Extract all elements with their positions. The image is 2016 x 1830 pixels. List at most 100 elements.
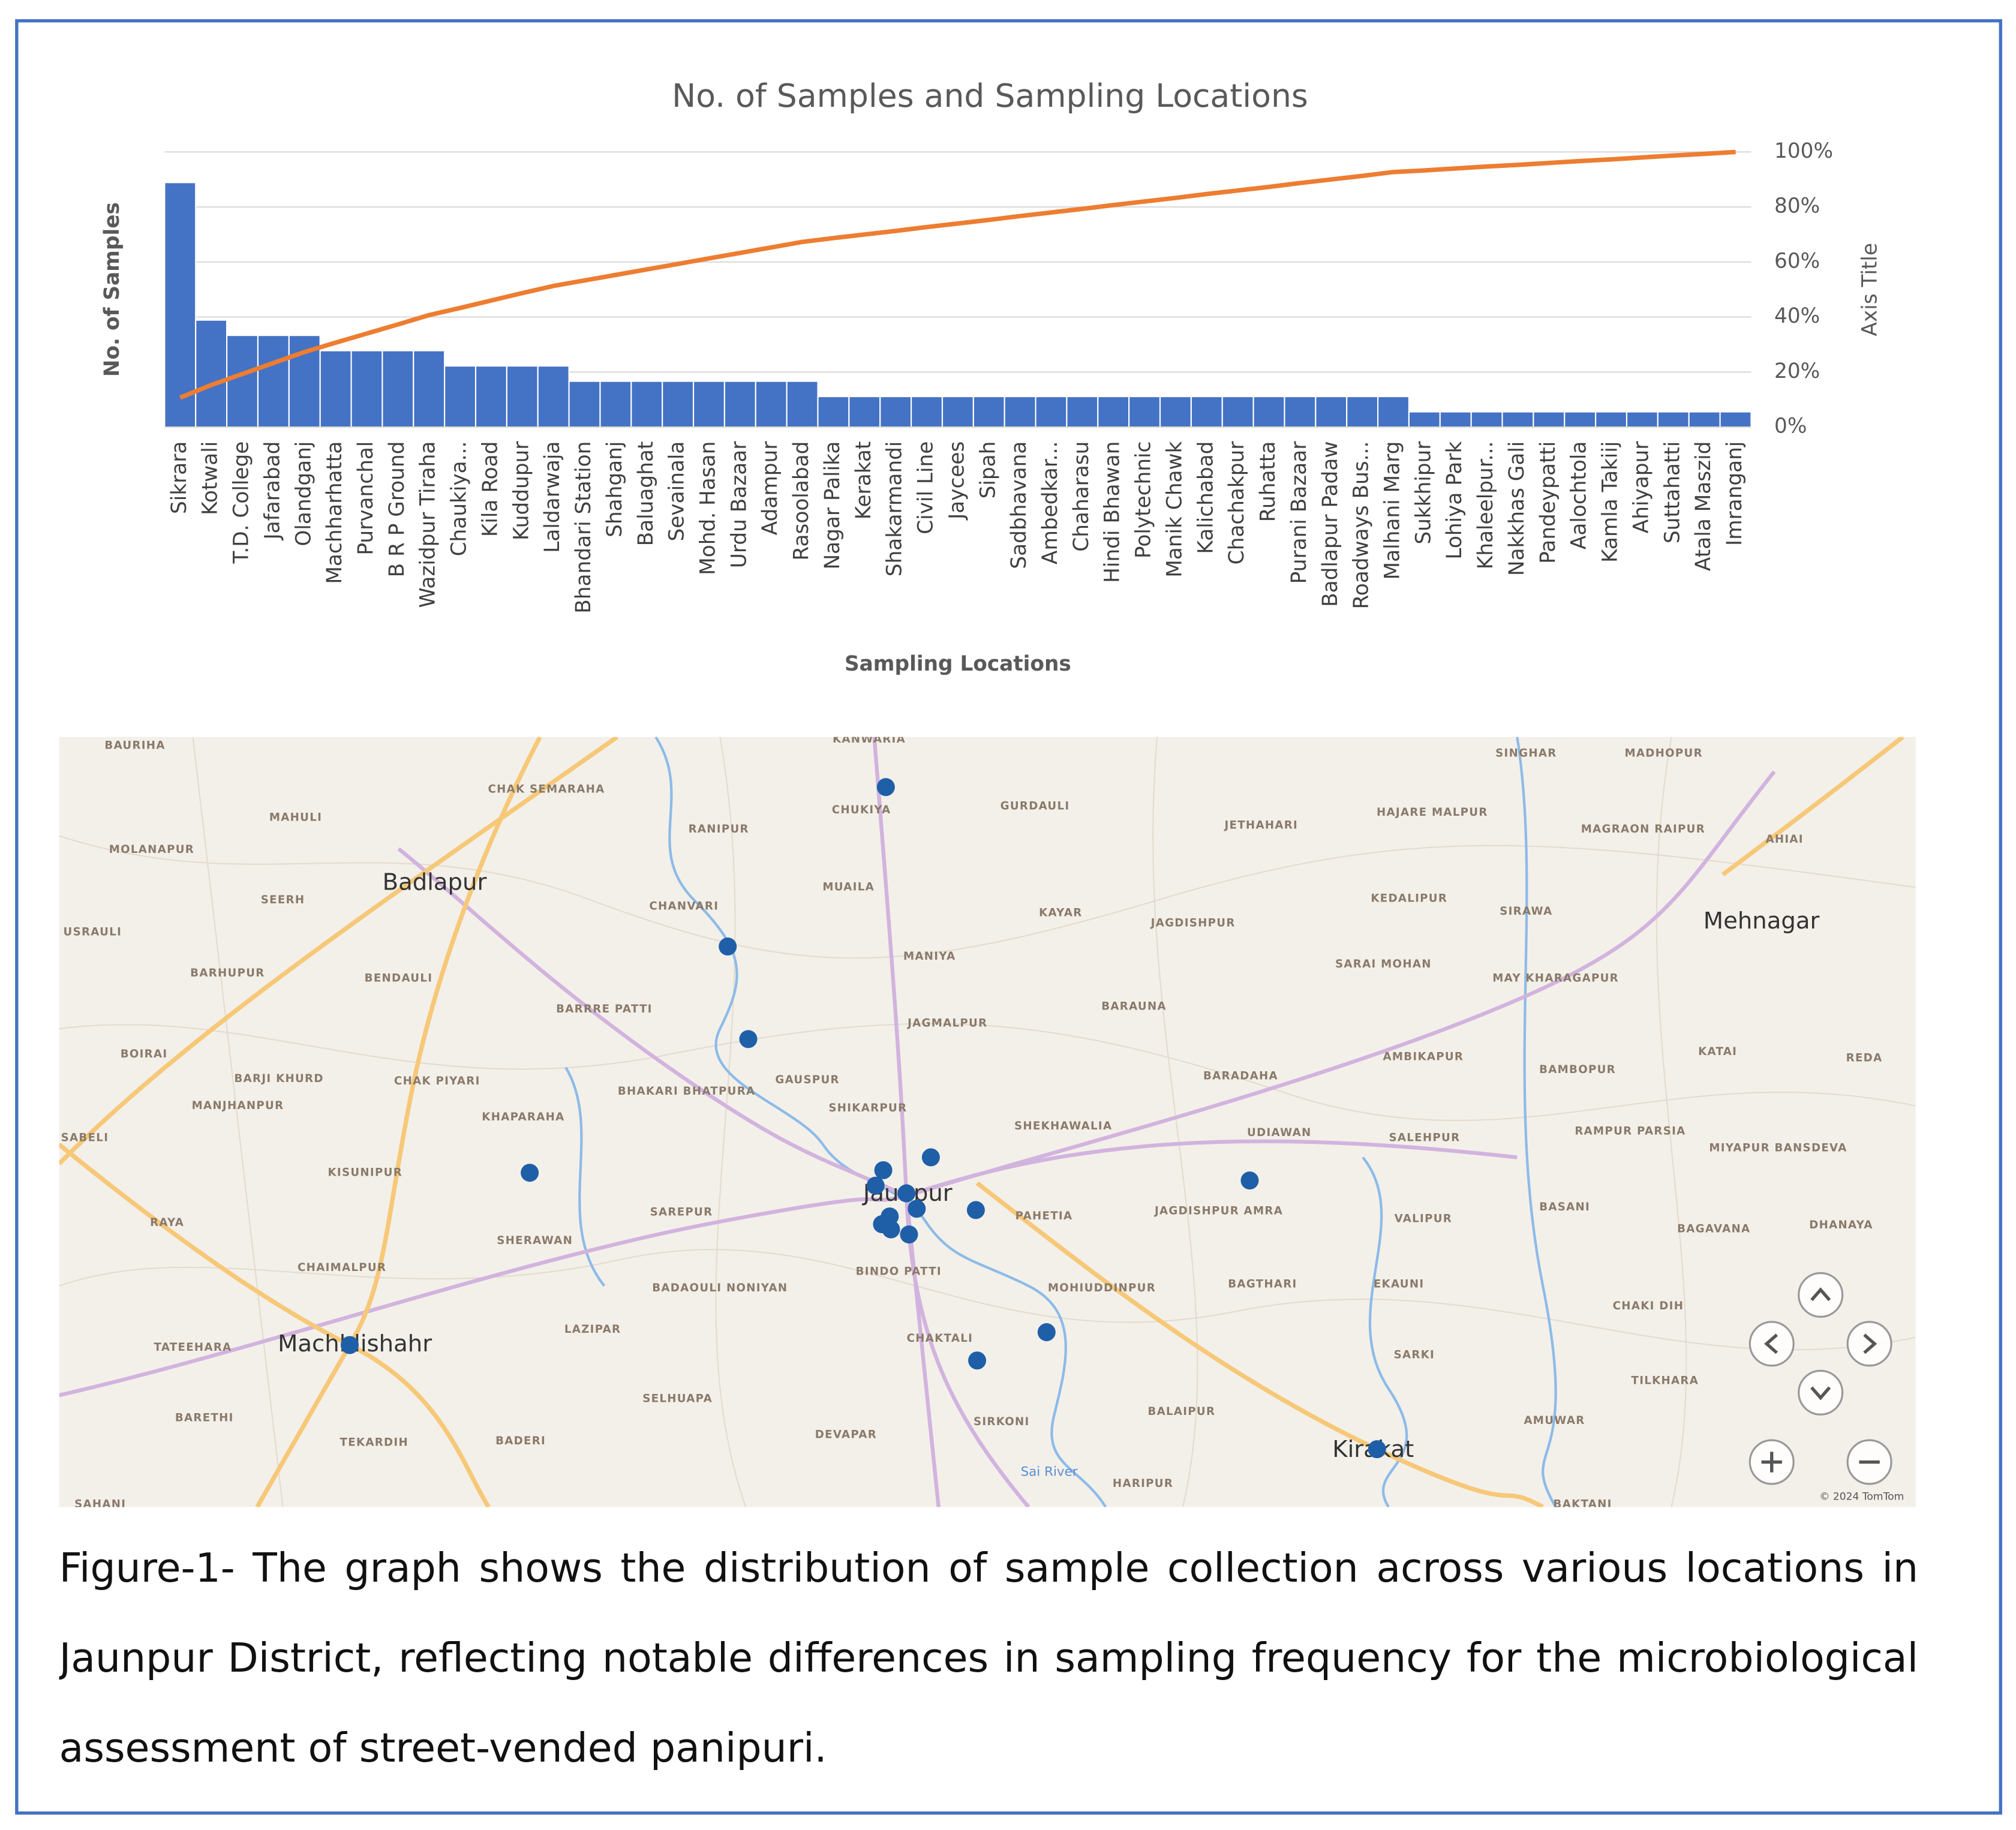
- sampling-point: [521, 1164, 539, 1182]
- x-tick-label: Civil Line: [914, 441, 938, 534]
- x-tick-label: Manik Chawk: [1162, 441, 1186, 577]
- place-label: BAMBOPUR: [1539, 1063, 1616, 1076]
- bar: [786, 380, 819, 428]
- x-tick-label: Laldarwaja: [540, 441, 564, 553]
- bar: [474, 365, 507, 428]
- sampling-point: [866, 1176, 885, 1195]
- x-tick-label: Kotwali: [199, 441, 223, 515]
- bar: [1626, 411, 1659, 428]
- y2-axis-title: Axis Title: [1858, 243, 1882, 336]
- place-label: BARJI KHURD: [235, 1072, 324, 1085]
- bar: [319, 350, 352, 428]
- x-tick-label: Ambedkar...: [1038, 441, 1062, 564]
- chart-title: No. of Samples and Sampling Locations: [672, 77, 1308, 115]
- state-roads: [59, 737, 1776, 1507]
- place-label: SAHANI: [74, 1498, 126, 1510]
- place-label: BASANI: [1539, 1201, 1590, 1213]
- place-label: HAJARE MALPUR: [1377, 806, 1488, 819]
- place-label: LAZIPAR: [564, 1323, 621, 1336]
- x-tick-label: Sukkhipur: [1411, 441, 1435, 545]
- place-label: UDIAWAN: [1247, 1126, 1312, 1139]
- x-tick-label: Sadbhavana: [1007, 441, 1031, 569]
- place-label: SARAI MOHAN: [1335, 958, 1432, 970]
- place-label: SHERAWAN: [497, 1234, 573, 1247]
- place-label: MAY KHARAGAPUR: [1492, 972, 1619, 985]
- place-label: SEERH: [261, 894, 305, 906]
- place-label: MANJHANPUR: [192, 1099, 284, 1112]
- zoom-in[interactable]: [1748, 1439, 1795, 1485]
- x-tick-label: Chaharasu: [1069, 441, 1093, 552]
- bar: [879, 396, 912, 428]
- place-label: BARAUNA: [1101, 1000, 1167, 1013]
- bar: [911, 396, 944, 428]
- pan-up[interactable]: [1798, 1272, 1844, 1318]
- bar: [1719, 411, 1752, 428]
- x-tick-label: Pandeypatti: [1536, 441, 1560, 564]
- town-label: Badlapur: [383, 869, 487, 896]
- sampling-point: [966, 1201, 985, 1219]
- sampling-point: [739, 1030, 758, 1048]
- x-tick-label: Wazidpur Tiraha: [416, 441, 440, 608]
- x-axis-title: Sampling Locations: [845, 652, 1071, 676]
- map-background: [59, 737, 1916, 1507]
- place-label: BARADAHA: [1203, 1070, 1278, 1083]
- y2-tick-label: 80%: [1774, 194, 1820, 218]
- place-label: USRAULI: [64, 925, 122, 938]
- bar: [1688, 411, 1721, 428]
- bar: [350, 350, 383, 428]
- place-label: MANIYA: [903, 950, 956, 963]
- bar: [1470, 411, 1503, 428]
- pan-right[interactable]: [1846, 1321, 1892, 1367]
- place-label: BALAIPUR: [1147, 1405, 1215, 1418]
- bar: [1035, 396, 1068, 428]
- place-label: BAURIHA: [104, 740, 165, 752]
- place-label: DHANAYA: [1809, 1219, 1873, 1231]
- x-tick-label: Sikrara: [167, 441, 191, 514]
- place-label: KANWARIA: [833, 733, 906, 746]
- bar: [1284, 396, 1317, 428]
- x-tick-label: Kila Road: [478, 441, 502, 537]
- place-label: AMUWAR: [1524, 1414, 1585, 1427]
- sampling-point: [719, 937, 737, 956]
- pan-down[interactable]: [1798, 1369, 1844, 1416]
- x-tick-label: Hindi Bhawan: [1101, 441, 1125, 583]
- bar: [1221, 396, 1254, 428]
- bar: [817, 396, 850, 428]
- place-label: KHAPARAHA: [482, 1111, 564, 1123]
- sampling-point: [1037, 1323, 1056, 1342]
- place-label: RAMPUR PARSIA: [1575, 1125, 1685, 1138]
- place-label: RAYA: [150, 1216, 184, 1229]
- bar: [1501, 411, 1534, 428]
- bar: [662, 380, 695, 428]
- sampling-point: [900, 1225, 918, 1244]
- place-label: MOHIUDDINPUR: [1048, 1282, 1156, 1294]
- place-label: MOLANAPUR: [109, 843, 194, 856]
- bar: [1004, 396, 1036, 428]
- pan-left[interactable]: [1748, 1321, 1795, 1367]
- bar: [1066, 396, 1099, 428]
- bar: [848, 396, 881, 428]
- bar: [1439, 411, 1472, 428]
- x-tick-label: Adampur: [758, 441, 782, 535]
- sampling-point: [921, 1148, 940, 1167]
- place-label: CHAKTALI: [907, 1332, 974, 1345]
- x-tick-label: Shakarmandi: [883, 441, 907, 577]
- bar: [630, 380, 663, 428]
- place-label: DEVAPAR: [815, 1429, 877, 1441]
- place-label: TATEEHARA: [154, 1341, 232, 1354]
- place-label: SIRKONI: [974, 1416, 1030, 1428]
- bar: [1346, 396, 1379, 428]
- place-label: CHAK PIYARI: [394, 1075, 480, 1087]
- bar: [1128, 396, 1161, 428]
- x-tick-label: Shahganj: [603, 441, 627, 537]
- x-tick-label: Badlapur Padaw: [1318, 441, 1342, 607]
- place-label: HARIPUR: [1113, 1477, 1173, 1490]
- place-label: AMBIKAPUR: [1383, 1050, 1464, 1063]
- zoom-out[interactable]: [1846, 1439, 1892, 1485]
- x-tick-label: Sipah: [976, 441, 1000, 499]
- place-label: BARHUPUR: [190, 967, 265, 979]
- place-label: TEKARDIH: [340, 1436, 408, 1449]
- x-tick-label: Purvanchal: [354, 441, 378, 555]
